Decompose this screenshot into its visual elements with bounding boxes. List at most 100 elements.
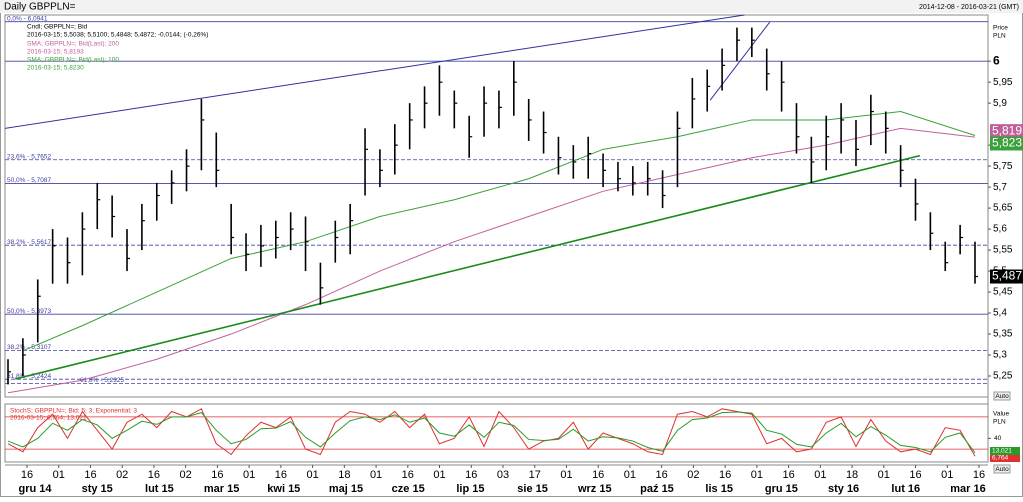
level-label: 23,6% - 5,7652 (7, 153, 51, 160)
y-label: Price (993, 25, 1008, 32)
legend-detail: 2016-03-15; 5,8230 (27, 65, 84, 72)
x-month-label: cze 15 (392, 483, 425, 495)
last-value-label: 13,021 (992, 448, 1012, 455)
sma-line (7, 127, 976, 394)
trendline (709, 21, 771, 101)
y-tick-label: 5,7 (993, 182, 1007, 193)
x-month-label: sty 16 (828, 483, 859, 495)
x-tick-label: 01 (306, 469, 318, 481)
x-tick-label: 16 (211, 469, 223, 481)
legend-entry: SMA; GBPPLN=; Bid(Last); 100 (27, 57, 119, 64)
x-tick-label: 16 (973, 469, 985, 481)
level-label: 50,0% - 5,7087 (7, 177, 51, 184)
trendline (15, 154, 921, 380)
x-tick-label: 02 (687, 469, 699, 481)
x-tick-label: 01 (814, 469, 826, 481)
x-month-label: gru 15 (765, 483, 798, 495)
y-tick-label: 5,25 (993, 371, 1013, 382)
x-tick-label: 01 (433, 469, 445, 481)
x-tick-label: 01 (751, 469, 763, 481)
x-tick-label: 01 (243, 469, 255, 481)
level-label: 0,0% - 6,0941 (7, 15, 48, 22)
last-value-box (990, 269, 1023, 284)
auto-button[interactable] (993, 391, 1011, 401)
x-tick-label: 01 (560, 469, 572, 481)
x-tick-label: 16 (21, 469, 33, 481)
x-month-label: paź 15 (640, 483, 674, 495)
sma-line (22, 111, 976, 352)
x-tick-label: 16 (782, 469, 794, 481)
x-tick-label: 01 (941, 469, 953, 481)
x-tick-label: 18 (846, 469, 858, 481)
info-line: Cndl; GBPPLN=; Bid (27, 24, 88, 31)
chart-title: Daily GBPPLN= (4, 2, 76, 13)
y-tick-label: 5,75 (993, 161, 1013, 172)
x-month-label: lut 15 (145, 483, 174, 495)
x-month-label: lut 16 (891, 483, 920, 495)
title-bar (0, 0, 1023, 13)
last-value-label: 5,487 (992, 269, 1022, 283)
last-value-label: 5,823 (992, 136, 1022, 150)
auto-label[interactable]: Auto (995, 466, 1009, 473)
last-value-label: 5,819 (992, 123, 1022, 137)
x-tick-label: 16 (402, 469, 414, 481)
y-tick-label: 5,6 (993, 224, 1007, 235)
x-tick-label: 17 (529, 469, 541, 481)
last-value-box (990, 447, 1020, 455)
x-tick-label: 18 (338, 469, 350, 481)
y-unit: PLN (993, 33, 1006, 40)
x-tick-label: 16 (148, 469, 160, 481)
y-tick-label: 5,45 (993, 287, 1013, 298)
x-tick-label: 16 (656, 469, 668, 481)
x-tick-label: 02 (180, 469, 192, 481)
stoch-line (7, 411, 976, 454)
y-tick-label: 5,9 (993, 98, 1007, 109)
legend-entry: SMA; GBPPLN=; Bid(Last); 200 (27, 41, 119, 48)
level-label: 61,8% - 5,2325 (80, 377, 124, 384)
last-value-box (990, 454, 1020, 462)
y-unit: PLN (993, 419, 1006, 426)
x-tick-label: 01 (53, 469, 65, 481)
level-label: 50,0% - 5,3973 (7, 308, 51, 315)
legend-detail: 2016-03-15; 5,8193 (27, 49, 84, 56)
x-tick-label: 16 (909, 469, 921, 481)
x-tick-label: 02 (116, 469, 128, 481)
y-label: Value (993, 411, 1010, 418)
last-value-box (990, 124, 1023, 139)
level-label: 38,2% - 5,5617 (7, 239, 51, 246)
x-tick-label: 01 (878, 469, 890, 481)
x-tick-label: 16 (84, 469, 96, 481)
x-month-label: wrz 15 (577, 483, 612, 495)
x-tick-label: 16 (719, 469, 731, 481)
x-month-label: kwi 15 (267, 483, 300, 495)
stoch-title: StochS; GBPPLN=; Bid; 5; 3; Exponential;… (10, 408, 137, 415)
y-tick-label: 6 (993, 53, 1000, 67)
x-tick-label: 01 (624, 469, 636, 481)
x-tick-label: 01 (370, 469, 382, 481)
y-tick-label: 5,35 (993, 329, 1013, 340)
auto-button[interactable] (993, 464, 1011, 474)
y-tick-label: 40 (994, 435, 1002, 442)
y-tick-label: 5,65 (993, 203, 1013, 214)
x-month-label: lip 15 (456, 483, 484, 495)
x-month-label: maj 15 (329, 483, 363, 495)
date-range: 2014-12-08 - 2016-03-21 (GMT) (919, 4, 1019, 11)
y-tick-label: 5,95 (993, 77, 1013, 88)
x-month-label: gru 14 (18, 483, 52, 495)
y-tick-label: 5,55 (993, 245, 1013, 256)
y-tick-label: 5,4 (993, 308, 1007, 319)
x-month-label: sie 15 (517, 483, 548, 495)
last-value-box (990, 136, 1023, 151)
x-month-label: sty 15 (82, 483, 113, 495)
x-month-label: lis 15 (705, 483, 733, 495)
last-value-label: 6,764 (992, 455, 1009, 462)
x-tick-label: 16 (592, 469, 604, 481)
x-month-label: mar 15 (204, 483, 239, 495)
trendline (4, 14, 745, 129)
auto-label[interactable]: Auto (995, 393, 1009, 400)
x-month-label: mar 16 (950, 483, 985, 495)
x-tick-label: 03 (497, 469, 509, 481)
info-line: 2016-03-15; 5,5038; 5,5100; 5,4848; 5,48… (27, 32, 208, 39)
